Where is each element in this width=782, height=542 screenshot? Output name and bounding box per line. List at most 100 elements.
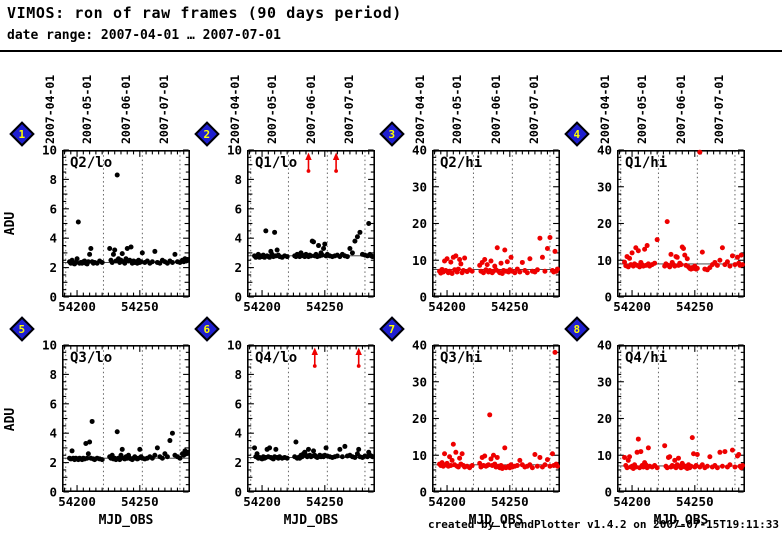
y-tick-label: 4: [234, 231, 242, 246]
data-point: [668, 251, 674, 257]
offscale-arrow-icon: [355, 347, 362, 355]
data-point: [447, 454, 453, 460]
data-point: [552, 248, 558, 254]
data-point: [114, 429, 120, 435]
data-point: [460, 268, 466, 274]
data-point: [542, 268, 548, 274]
data-point: [672, 457, 678, 463]
data-point: [167, 438, 173, 444]
panel-link-number: 6: [203, 322, 211, 336]
y-tick-label: 10: [227, 338, 242, 353]
plot-border: [246, 345, 376, 492]
data-point: [352, 454, 358, 460]
data-point: [308, 253, 314, 259]
data-point: [99, 259, 105, 265]
data-point: [74, 256, 80, 262]
data-point: [119, 446, 125, 452]
data-point: [450, 441, 456, 447]
data-point: [323, 445, 329, 451]
data-point: [674, 254, 680, 260]
data-point: [654, 237, 660, 243]
data-point: [729, 447, 735, 453]
data-point: [529, 465, 535, 471]
data-point: [369, 454, 375, 460]
data-point: [736, 452, 742, 458]
panel-title: Q3/lo: [70, 350, 113, 366]
data-point: [110, 251, 116, 257]
x-tick-label: 54200: [58, 494, 96, 509]
y-tick-label: 0: [604, 290, 612, 305]
y-tick-label: 6: [234, 396, 242, 411]
date-gridline-label: 2007-07-01: [341, 74, 356, 144]
data-point: [305, 446, 311, 452]
data-point: [732, 464, 738, 470]
panel-link-diamond-3[interactable]: 3: [379, 121, 405, 147]
y-tick-label: 6: [234, 201, 242, 216]
y-tick-label: 4: [49, 231, 57, 246]
plot-border: [61, 150, 191, 297]
subplot-q2-hi: 0 10 20 30 40 54200 54250 3 Q2/hi 2007-04-01 20…: [375, 75, 561, 346]
y-tick-label: 8: [234, 367, 242, 382]
data-point: [114, 172, 120, 178]
data-point: [554, 463, 560, 469]
data-point: [448, 463, 454, 469]
q4-lo-plot-canvas: 0 2 4 6 8 10 54200 54250: [227, 338, 376, 509]
data-point: [652, 260, 658, 266]
panel-title: Q2/hi: [440, 155, 483, 171]
data-point: [117, 457, 123, 463]
date-gridline-label: 2007-04-01: [42, 74, 57, 144]
y-tick-label: 20: [412, 411, 427, 426]
data-point: [494, 454, 500, 460]
data-point: [693, 463, 699, 469]
data-point: [635, 436, 641, 442]
data-point: [664, 219, 670, 225]
y-tick-label: 20: [597, 411, 612, 426]
data-point: [455, 266, 461, 272]
data-point: [311, 448, 317, 454]
panel-link-number: 5: [18, 322, 26, 336]
date-gridline-label: 2007-05-01: [265, 74, 280, 144]
data-point: [172, 251, 178, 257]
data-point: [547, 234, 553, 240]
data-point: [107, 245, 113, 251]
data-point: [717, 449, 723, 455]
data-point: [349, 250, 355, 256]
x-tick-label: 54250: [676, 299, 714, 314]
data-point: [488, 456, 494, 462]
x-tick-label: 54250: [491, 299, 529, 314]
y-tick-label: 10: [412, 448, 427, 463]
q4-hi-plot-canvas: 0 10 20 30 40 54200 54250: [597, 338, 746, 509]
x-tick-label: 54200: [428, 299, 466, 314]
y-tick-label: 0: [234, 485, 242, 500]
data-point: [654, 465, 660, 471]
data-point: [629, 250, 635, 256]
y-tick-label: 2: [234, 260, 242, 275]
data-point: [87, 439, 93, 445]
data-point: [152, 452, 158, 458]
panel-title: Q3/hi: [440, 350, 483, 366]
header-divider: [0, 50, 782, 52]
data-point: [459, 451, 465, 457]
panel-link-diamond-1[interactable]: 1: [9, 121, 35, 147]
data-point: [688, 463, 694, 469]
data-point: [344, 254, 350, 260]
y-tick-label: 40: [597, 143, 612, 158]
panel-link-diamond-2[interactable]: 2: [194, 121, 220, 147]
x-tick-label: 54250: [491, 494, 529, 509]
data-point: [694, 265, 700, 271]
x-axis-title: MJD_OBS: [98, 513, 154, 528]
y-tick-label: 8: [49, 172, 57, 187]
data-point: [453, 253, 459, 259]
panel-link-diamond-4[interactable]: 4: [564, 121, 590, 147]
y-tick-label: 10: [597, 448, 612, 463]
offscale-arrow-icon: [305, 152, 312, 160]
data-point: [352, 238, 358, 244]
data-point: [714, 465, 720, 471]
data-point: [667, 264, 673, 270]
data-point: [684, 256, 690, 262]
data-point: [488, 258, 494, 264]
data-point: [169, 259, 175, 265]
data-point: [524, 270, 530, 276]
y-tick-label: 0: [234, 290, 242, 305]
